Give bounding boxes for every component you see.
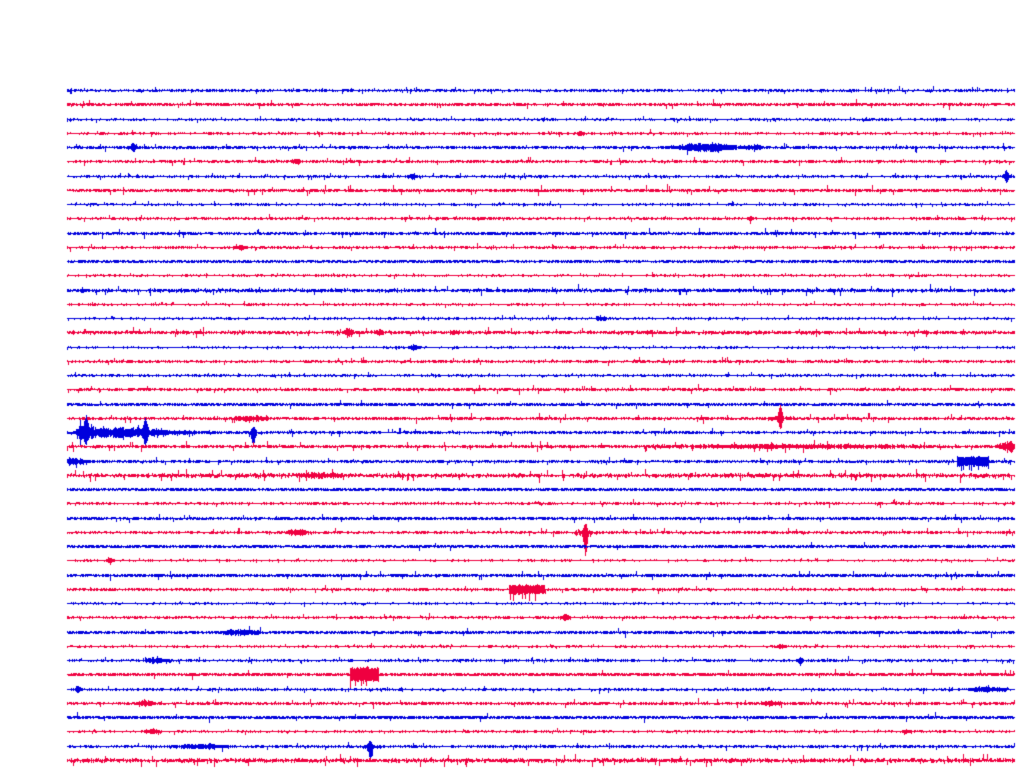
helicorder-screen: HT Thira Isl. – Kameni 2025-12-01 Applie… [0,0,1024,780]
seismogram-trace-canvas [0,0,1024,780]
